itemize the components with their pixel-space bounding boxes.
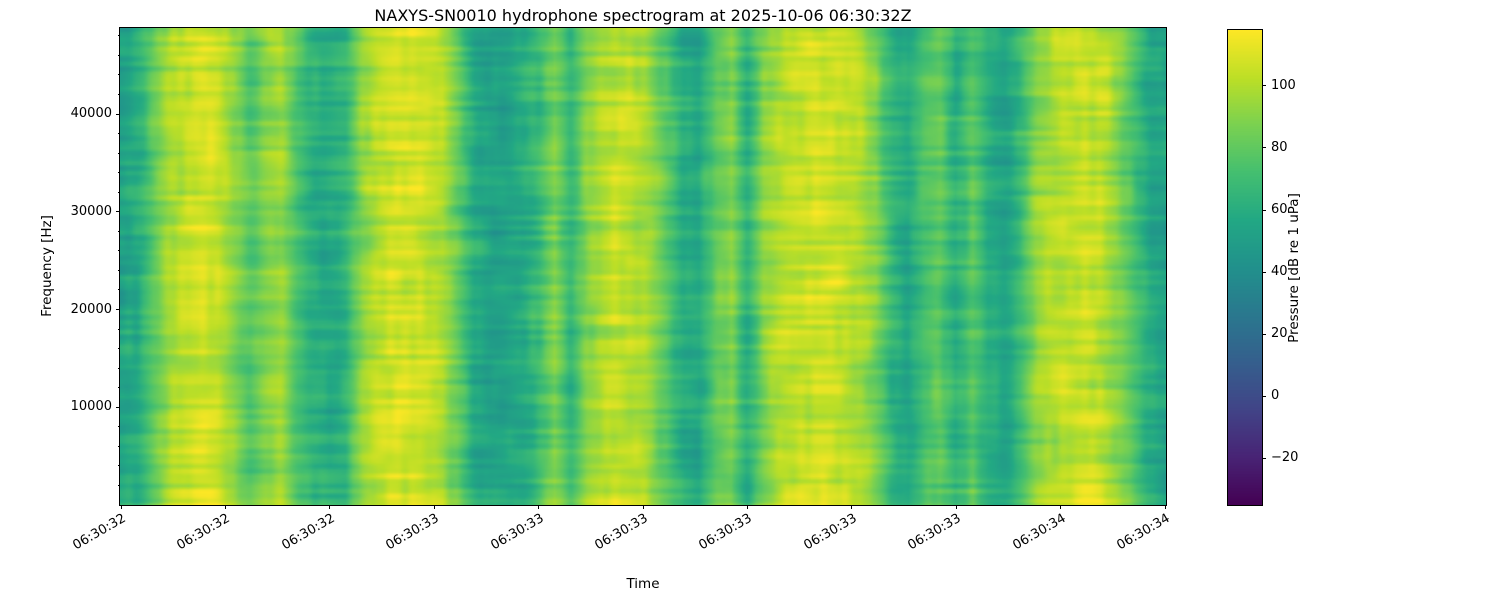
colorbar-tick-mark [1262,209,1266,211]
y-minor-tick-mark [118,289,120,291]
y-tick-mark [116,113,120,115]
colorbar-tick-mark [1262,333,1266,335]
colorbar-tick-label: 80 [1271,139,1288,155]
y-tick-label: 40000 [70,106,112,122]
y-minor-tick-mark [118,426,120,428]
y-tick-mark [116,211,120,213]
y-minor-tick-mark [118,191,120,193]
colorbar-tick-label: −20 [1271,450,1299,466]
y-minor-tick-mark [118,387,120,389]
x-tick-mark [1164,505,1166,509]
colorbar-tick-mark [1262,85,1266,87]
y-tick-label: 30000 [70,203,112,219]
colorbar-tick-label: 100 [1271,77,1296,93]
y-minor-tick-mark [118,230,120,232]
colorbar-tick-label: 40 [1271,264,1288,280]
y-minor-tick-mark [118,133,120,135]
x-tick-mark [329,505,331,509]
colorbar-tick-label: 0 [1271,388,1280,404]
x-axis-label: Time [626,576,660,592]
colorbar-tick-mark [1262,395,1266,397]
y-minor-tick-mark [118,152,120,154]
colorbar-tick-label: 60 [1271,202,1288,218]
spectrogram-heatmap [120,28,1166,505]
x-tick-mark [538,505,540,509]
y-minor-tick-mark [118,35,120,37]
x-tick-mark [433,505,435,509]
y-minor-tick-mark [118,367,120,369]
x-tick-mark [224,505,226,509]
colorbar [1228,30,1262,505]
x-tick-mark [1060,505,1062,509]
y-minor-tick-mark [118,465,120,467]
chart-title: NAXYS-SN0010 hydrophone spectrogram at 2… [374,6,912,25]
colorbar-tick-label: 20 [1271,326,1288,342]
x-tick-mark [851,505,853,509]
y-tick-mark [116,309,120,310]
y-minor-tick-mark [118,74,120,76]
y-minor-tick-mark [118,93,120,95]
y-tick-label: 20000 [70,301,112,317]
y-minor-tick-mark [118,328,120,330]
x-tick-mark [955,505,957,509]
y-minor-tick-mark [118,484,120,486]
y-tick-label: 10000 [70,399,112,415]
y-minor-tick-mark [118,172,120,174]
x-tick-mark [746,505,748,509]
colorbar-tick-mark [1262,457,1266,459]
y-minor-tick-mark [118,269,120,271]
colorbar-label: Pressure [dB re 1 uPa] [1286,193,1302,343]
x-tick-mark [642,505,644,509]
y-minor-tick-mark [118,445,120,447]
y-minor-tick-mark [118,250,120,252]
x-tick-mark [120,505,122,509]
y-minor-tick-mark [118,54,120,56]
colorbar-tick-mark [1262,271,1266,273]
y-tick-mark [116,406,120,408]
colorbar-tick-mark [1262,147,1266,149]
y-minor-tick-mark [118,348,120,350]
